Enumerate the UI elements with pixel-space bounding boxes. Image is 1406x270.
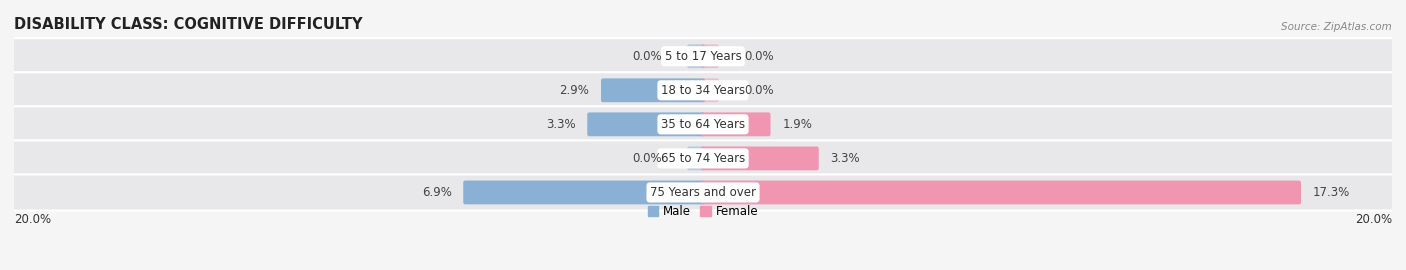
Legend: Male, Female: Male, Female xyxy=(643,201,763,223)
Text: 1.9%: 1.9% xyxy=(782,118,813,131)
Text: 0.0%: 0.0% xyxy=(633,50,662,63)
Text: 2.9%: 2.9% xyxy=(560,84,589,97)
Text: 75 Years and over: 75 Years and over xyxy=(650,186,756,199)
Text: 20.0%: 20.0% xyxy=(1355,212,1392,225)
Text: 18 to 34 Years: 18 to 34 Years xyxy=(661,84,745,97)
Text: 35 to 64 Years: 35 to 64 Years xyxy=(661,118,745,131)
FancyBboxPatch shape xyxy=(463,181,704,204)
FancyBboxPatch shape xyxy=(10,72,1396,108)
FancyBboxPatch shape xyxy=(588,112,704,136)
Text: 0.0%: 0.0% xyxy=(633,152,662,165)
FancyBboxPatch shape xyxy=(10,106,1396,142)
FancyBboxPatch shape xyxy=(600,78,704,102)
Text: 65 to 74 Years: 65 to 74 Years xyxy=(661,152,745,165)
Text: DISABILITY CLASS: COGNITIVE DIFFICULTY: DISABILITY CLASS: COGNITIVE DIFFICULTY xyxy=(14,17,363,32)
Text: 3.3%: 3.3% xyxy=(831,152,860,165)
FancyBboxPatch shape xyxy=(10,140,1396,177)
Text: Source: ZipAtlas.com: Source: ZipAtlas.com xyxy=(1281,22,1392,32)
Text: 6.9%: 6.9% xyxy=(422,186,451,199)
FancyBboxPatch shape xyxy=(702,147,818,170)
FancyBboxPatch shape xyxy=(702,181,1301,204)
FancyBboxPatch shape xyxy=(702,78,718,102)
FancyBboxPatch shape xyxy=(10,174,1396,211)
Text: 20.0%: 20.0% xyxy=(14,212,51,225)
FancyBboxPatch shape xyxy=(10,38,1396,74)
Text: 0.0%: 0.0% xyxy=(744,50,773,63)
FancyBboxPatch shape xyxy=(688,44,704,68)
Text: 0.0%: 0.0% xyxy=(744,84,773,97)
FancyBboxPatch shape xyxy=(702,44,718,68)
Text: 3.3%: 3.3% xyxy=(546,118,575,131)
FancyBboxPatch shape xyxy=(688,147,704,170)
Text: 17.3%: 17.3% xyxy=(1313,186,1350,199)
FancyBboxPatch shape xyxy=(702,112,770,136)
Text: 5 to 17 Years: 5 to 17 Years xyxy=(665,50,741,63)
